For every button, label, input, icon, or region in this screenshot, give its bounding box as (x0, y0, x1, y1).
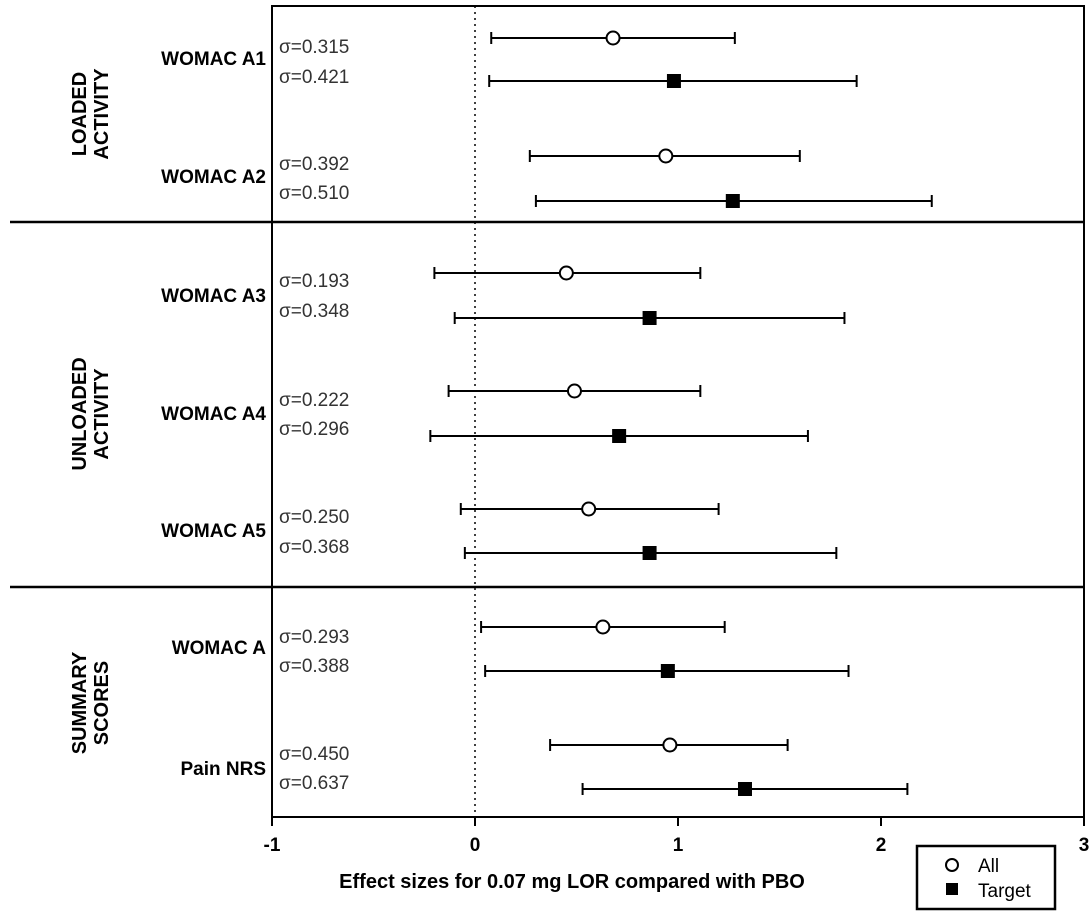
point-target (642, 546, 657, 560)
point-all (605, 30, 621, 46)
x-tick-label: 1 (673, 835, 684, 856)
point-target (725, 194, 740, 208)
point-target (666, 74, 681, 88)
row-label: WOMAC A5 (161, 521, 266, 542)
point-all (662, 737, 678, 753)
x-tick-label: 0 (470, 835, 481, 856)
point-target (642, 311, 657, 325)
legend-box (915, 844, 1057, 911)
row-label: WOMAC A1 (161, 49, 266, 70)
group-label: UNLOADEDACTIVITY (69, 357, 113, 470)
row-label: WOMAC A2 (161, 167, 266, 188)
sigma-label: σ=0.388 (279, 656, 349, 677)
group-labels: LOADEDACTIVITYUNLOADEDACTIVITYSUMMARYSCO… (69, 68, 113, 755)
row-label: WOMAC A3 (161, 286, 266, 307)
group-label-line: LOADED (69, 72, 91, 156)
x-axis: -1 0 1 2 3 (264, 817, 1089, 856)
x-tick-label: 2 (876, 835, 887, 856)
sigma-label: σ=0.510 (279, 183, 349, 204)
point-all (558, 265, 574, 281)
sigma-label: σ=0.348 (279, 301, 349, 322)
sigma-label: σ=0.421 (279, 67, 349, 88)
x-axis-title: Effect sizes for 0.07 mg LOR compared wi… (339, 871, 805, 893)
point-target (737, 782, 752, 796)
row-label: Pain NRS (180, 759, 266, 780)
point-all (658, 148, 674, 164)
legend-all-marker (945, 858, 959, 872)
sigma-label: σ=0.250 (279, 507, 349, 528)
point-target (660, 664, 675, 678)
group-label: LOADEDACTIVITY (69, 68, 113, 160)
sigma-label: σ=0.315 (279, 37, 349, 58)
row-label: WOMAC A4 (161, 404, 266, 425)
group-label-line: UNLOADED (69, 357, 91, 470)
sigma-label: σ=0.296 (279, 419, 349, 440)
sigma-label: σ=0.193 (279, 271, 349, 292)
row-label: WOMAC A (172, 638, 267, 659)
sigma-label: σ=0.450 (279, 744, 349, 765)
point-all (581, 501, 597, 517)
legend-target-marker (946, 883, 958, 895)
sigma-label: σ=0.293 (279, 627, 349, 648)
sigma-label: σ=0.392 (279, 154, 349, 175)
point-all (595, 619, 611, 635)
point-all (566, 383, 582, 399)
plot-frame (271, 5, 1085, 818)
group-label-line: SUMMARY (69, 651, 91, 754)
legend: All Target (915, 844, 1057, 911)
point-target (612, 429, 627, 443)
group-label-line: ACTIVITY (91, 368, 113, 460)
group-label: SUMMARYSCORES (69, 651, 113, 754)
x-tick-label: 3 (1079, 835, 1089, 856)
x-tick-label: -1 (264, 835, 281, 856)
group-label-line: ACTIVITY (91, 68, 113, 160)
forest-rows: WOMAC A1 σ=0.315 σ=0.421 WOMAC A2 σ=0.392 σ=0… (161, 30, 933, 796)
sigma-label: σ=0.637 (279, 773, 349, 794)
legend-all-label: All (978, 856, 999, 877)
sigma-label: σ=0.368 (279, 537, 349, 558)
sigma-label: σ=0.222 (279, 390, 349, 411)
group-label-line: SCORES (91, 661, 113, 745)
legend-target-label: Target (978, 881, 1032, 902)
